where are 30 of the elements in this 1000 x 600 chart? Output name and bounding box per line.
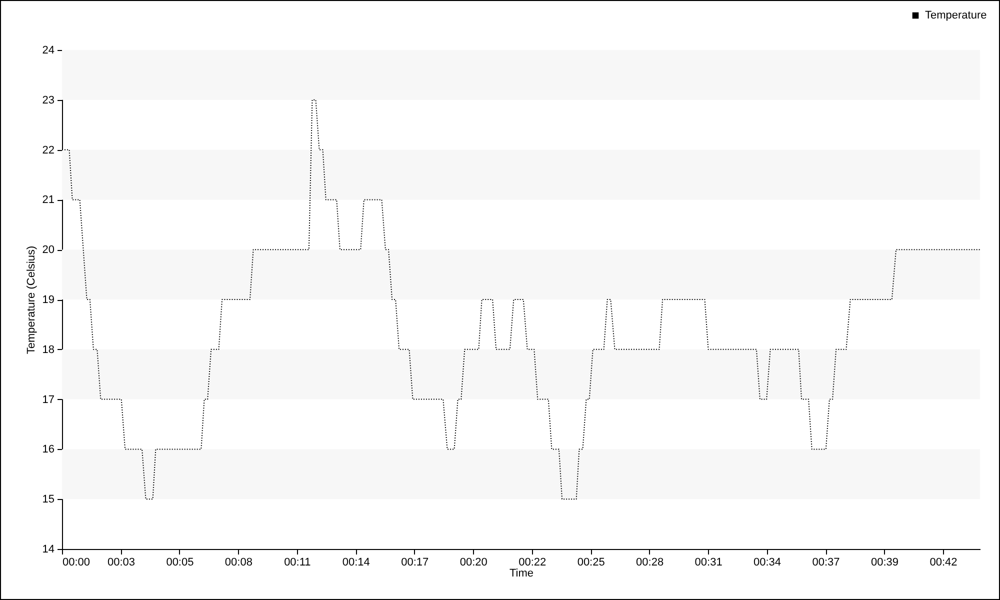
x-tick-label: 00:22	[518, 556, 546, 568]
x-tick-label: 00:08	[224, 556, 252, 568]
y-tick-label: 19	[42, 294, 54, 306]
y-tick-label: 18	[42, 344, 54, 356]
y-tick-label: 20	[42, 244, 54, 256]
y-tick-label: 16	[42, 444, 54, 456]
x-tick-label: 00:17	[401, 556, 429, 568]
x-tick-label: 00:25	[577, 556, 605, 568]
x-tick-label: 00:00	[62, 556, 90, 568]
x-tick-label: 00:31	[694, 556, 722, 568]
x-tick-label: 00:42	[930, 556, 958, 568]
x-tick-label: 00:37	[812, 556, 840, 568]
legend-label: Temperature	[925, 10, 987, 22]
y-tick-label: 14	[42, 544, 54, 556]
x-tick-label: 00:03	[107, 556, 135, 568]
y-tick-label: 15	[42, 494, 54, 506]
y-tick-label: 17	[42, 394, 54, 406]
y-tick-label: 23	[42, 94, 54, 106]
y-tick-label: 24	[42, 44, 54, 56]
y-axis-title: Temperature (Celsius)	[25, 246, 38, 354]
x-axis-title: Time	[509, 568, 534, 580]
x-tick-label: 00:20	[460, 556, 488, 568]
y-tick-label: 22	[42, 144, 54, 156]
x-tick-label: 00:39	[870, 556, 899, 568]
x-tick-label: 00:14	[342, 556, 370, 568]
x-tick-label: 00:34	[754, 556, 782, 568]
y-tick-label: 21	[42, 194, 54, 206]
x-tick-label: 00:05	[166, 556, 194, 568]
x-tick-label: 00:28	[636, 556, 664, 568]
x-tick-label: 00:11	[284, 556, 311, 568]
